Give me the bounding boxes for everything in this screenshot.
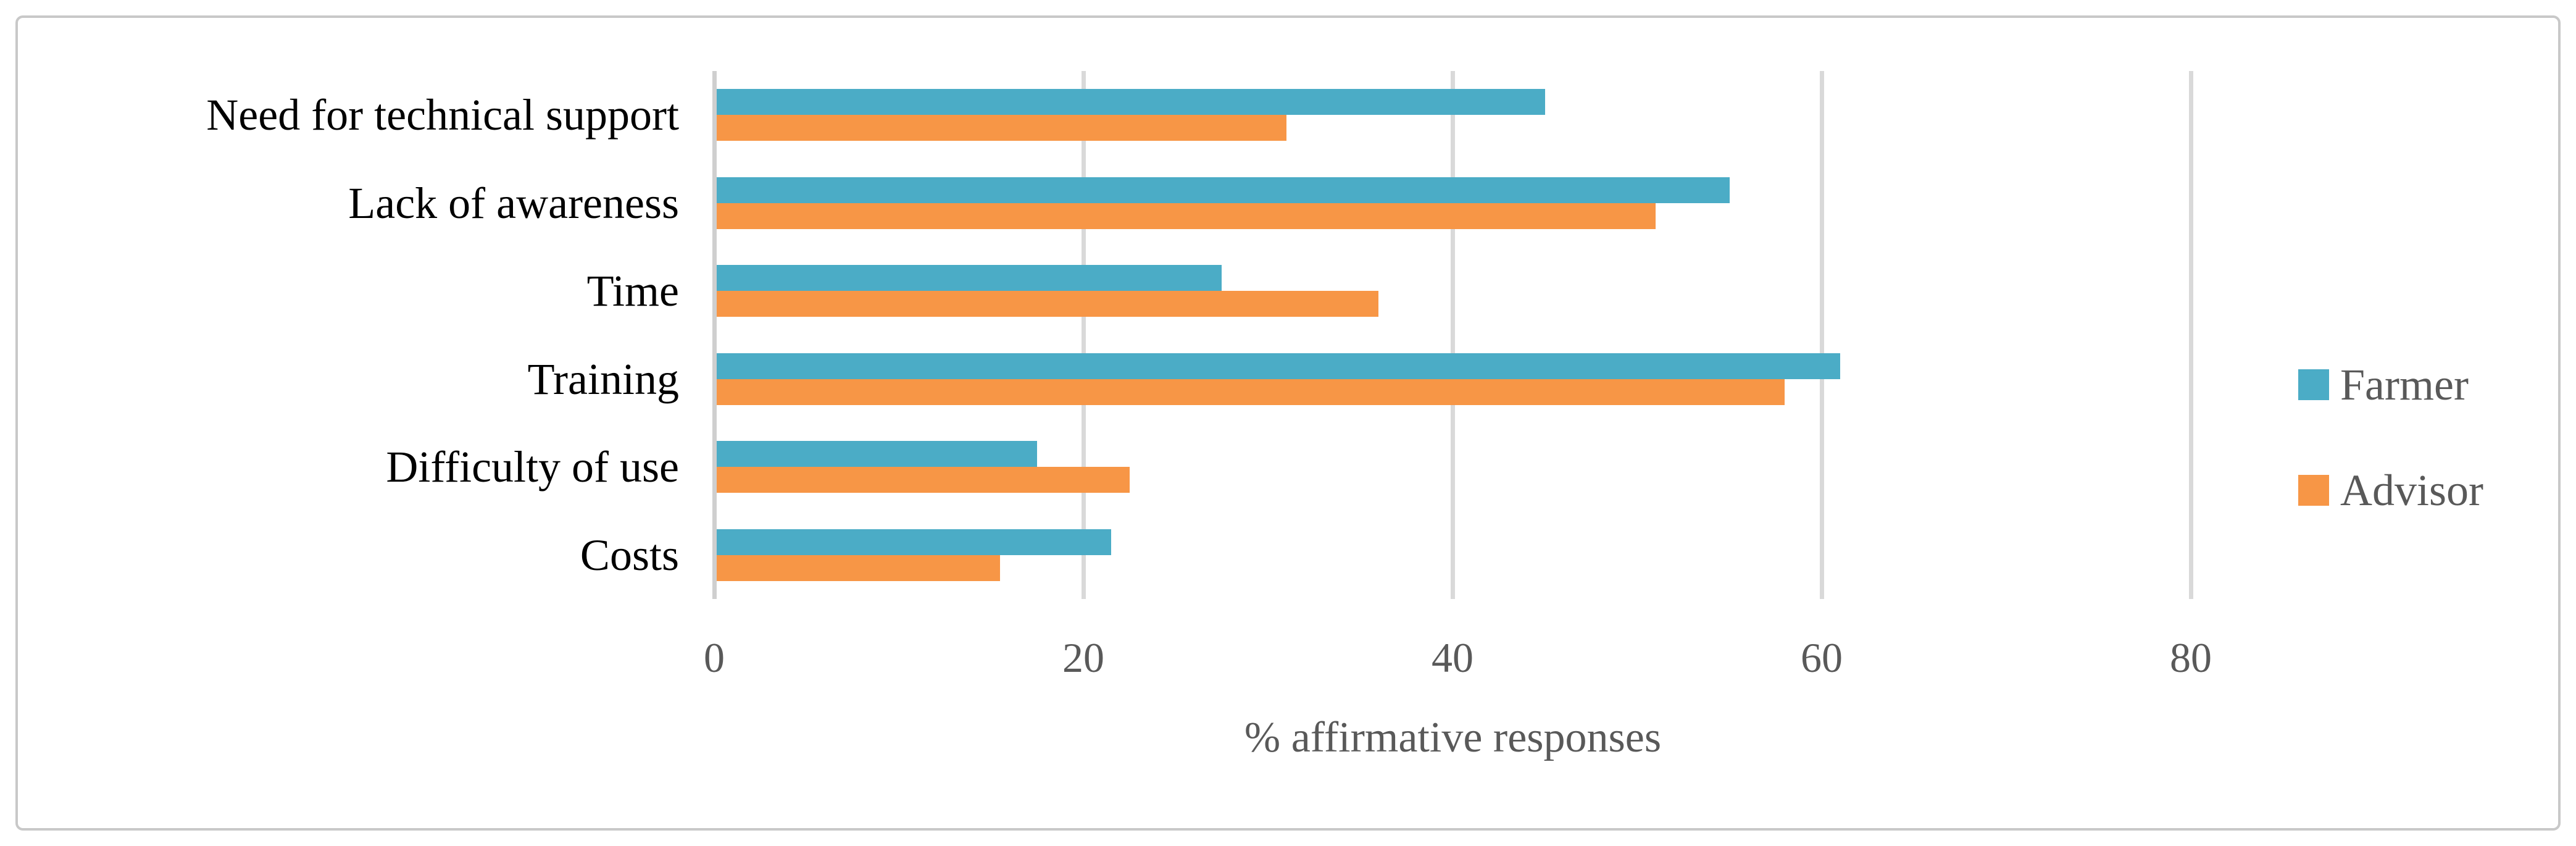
bar-farmer-difficulty-of-use <box>716 441 1038 467</box>
bar-advisor-costs <box>716 555 1001 581</box>
legend-label-advisor: Advisor <box>2340 466 2483 515</box>
y-category-label-difficulty-of-use: Difficulty of use <box>386 442 679 492</box>
bar-farmer-costs <box>716 529 1111 555</box>
bar-advisor-lack-of-awareness <box>716 203 1656 229</box>
farmer-swatch-icon <box>2298 369 2329 400</box>
x-tick-label-40: 40 <box>1432 634 1473 681</box>
legend-item-farmer: Farmer <box>2298 360 2469 409</box>
gridline-20 <box>1081 71 1086 599</box>
bar-farmer-time <box>716 265 1222 291</box>
figure-border-frame <box>15 15 2561 831</box>
gridline-60 <box>1819 71 1824 599</box>
y-category-label-costs: Costs <box>580 530 679 580</box>
legend-item-advisor: Advisor <box>2298 466 2483 515</box>
bar-farmer-lack-of-awareness <box>716 177 1730 203</box>
y-category-label-training: Training <box>527 354 679 404</box>
bar-advisor-need-for-technical-support <box>716 115 1286 141</box>
x-tick-label-20: 20 <box>1062 634 1104 681</box>
x-axis-title: % affirmative responses <box>1244 714 1662 761</box>
x-tick-label-60: 60 <box>1801 634 1843 681</box>
bar-advisor-difficulty-of-use <box>716 467 1130 493</box>
legend-label-farmer: Farmer <box>2340 360 2469 409</box>
gridline-40 <box>1450 71 1455 599</box>
y-category-label-time: Time <box>586 266 679 316</box>
y-category-label-lack-of-awareness: Lack of awareness <box>348 178 679 228</box>
x-tick-label-0: 0 <box>704 634 725 681</box>
bar-advisor-time <box>716 291 1379 317</box>
advisor-swatch-icon <box>2298 475 2329 506</box>
bar-farmer-need-for-technical-support <box>716 89 1545 115</box>
bar-farmer-training <box>716 353 1840 379</box>
y-category-label-need-for-technical-support: Need for technical support <box>206 90 679 140</box>
y-axis-line <box>712 71 717 599</box>
gridline-80 <box>2188 71 2193 599</box>
x-tick-label-80: 80 <box>2170 634 2212 681</box>
bar-advisor-training <box>716 379 1785 405</box>
